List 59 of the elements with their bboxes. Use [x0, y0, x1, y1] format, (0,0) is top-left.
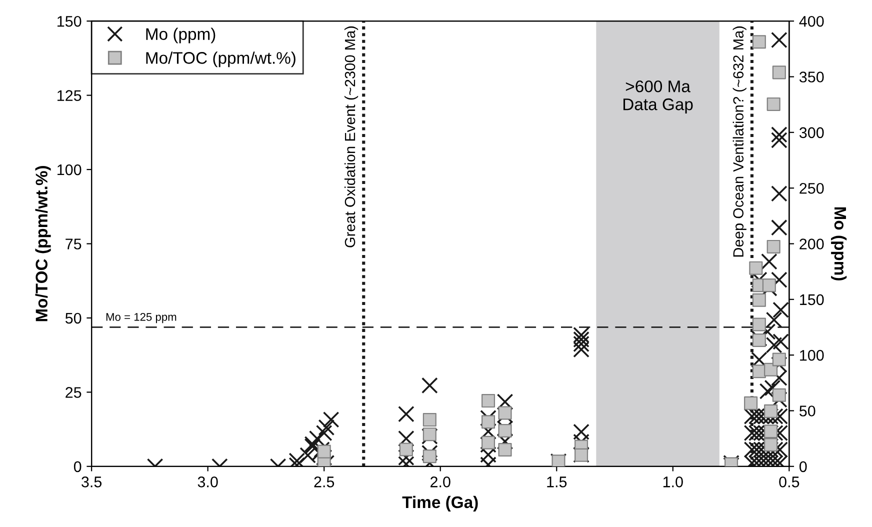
point	[749, 261, 763, 275]
x-tick-label: 1.0	[663, 476, 683, 488]
point	[752, 35, 766, 49]
x-tick-label: 2.0	[430, 476, 450, 488]
point	[422, 450, 436, 464]
x-tick-label: 3.0	[198, 476, 218, 488]
y2-tick-label: 150	[800, 294, 824, 306]
point	[498, 443, 512, 457]
y2-tick-label: 300	[799, 127, 824, 138]
y-axis-title: Mo/TOC (ppm/wt.%)	[35, 166, 51, 322]
point	[422, 413, 436, 427]
point	[766, 97, 780, 111]
point	[744, 396, 758, 410]
y-tick-label: 75	[66, 238, 82, 250]
point	[764, 438, 778, 452]
y-tick-label: 50	[65, 312, 82, 324]
point	[481, 436, 496, 450]
point	[317, 444, 331, 458]
x-tick-label: 0.5	[779, 476, 800, 488]
ref-line-label: Deep Ocean Ventilation? (~632 Ma)	[732, 26, 746, 257]
point	[752, 333, 766, 347]
point	[772, 66, 786, 80]
x-tick-label: 2.5	[314, 476, 334, 488]
ref-line-label: Mo = 125 ppm	[106, 313, 176, 324]
y2-tick-label: 350	[799, 72, 824, 82]
point	[764, 404, 778, 418]
ref-line-label: Great Oxidation Event (~2300 Ma)	[344, 26, 358, 248]
point	[772, 352, 786, 366]
y2-tick-label: 250	[800, 182, 824, 194]
legend-label: Mo/TOC (ppm/wt.%)	[146, 52, 296, 68]
point	[764, 362, 778, 376]
point	[772, 388, 786, 402]
point	[498, 406, 512, 420]
point	[752, 318, 766, 332]
point	[399, 442, 413, 456]
band-label: >600 Ma Data Gap	[623, 80, 693, 114]
point	[422, 428, 436, 442]
y-tick-label: 150	[58, 16, 82, 27]
point	[762, 278, 776, 292]
y2-tick-label: 0	[799, 461, 807, 472]
y2-tick-label: 400	[799, 16, 824, 27]
point	[498, 424, 512, 438]
y2-tick-label: 50	[799, 406, 816, 416]
point	[752, 293, 766, 307]
point	[481, 415, 496, 429]
x-tick-label: 3.5	[82, 476, 102, 488]
y-tick-label: 25	[66, 387, 82, 398]
point	[481, 394, 496, 408]
point	[766, 240, 780, 254]
y-tick-label: 0	[74, 461, 82, 472]
legend-label: Mo (ppm)	[146, 28, 216, 44]
x-tick-label: 1.5	[547, 476, 567, 488]
y2-axis-title: Mo (ppm)	[831, 207, 847, 280]
y2-tick-label: 100	[800, 350, 824, 361]
y2-tick-label: 200	[800, 238, 824, 250]
x-axis-title: Time (Ga)	[402, 496, 478, 512]
y-tick-label: 125	[58, 90, 82, 101]
y-tick-label: 100	[58, 164, 82, 176]
point	[764, 424, 778, 438]
